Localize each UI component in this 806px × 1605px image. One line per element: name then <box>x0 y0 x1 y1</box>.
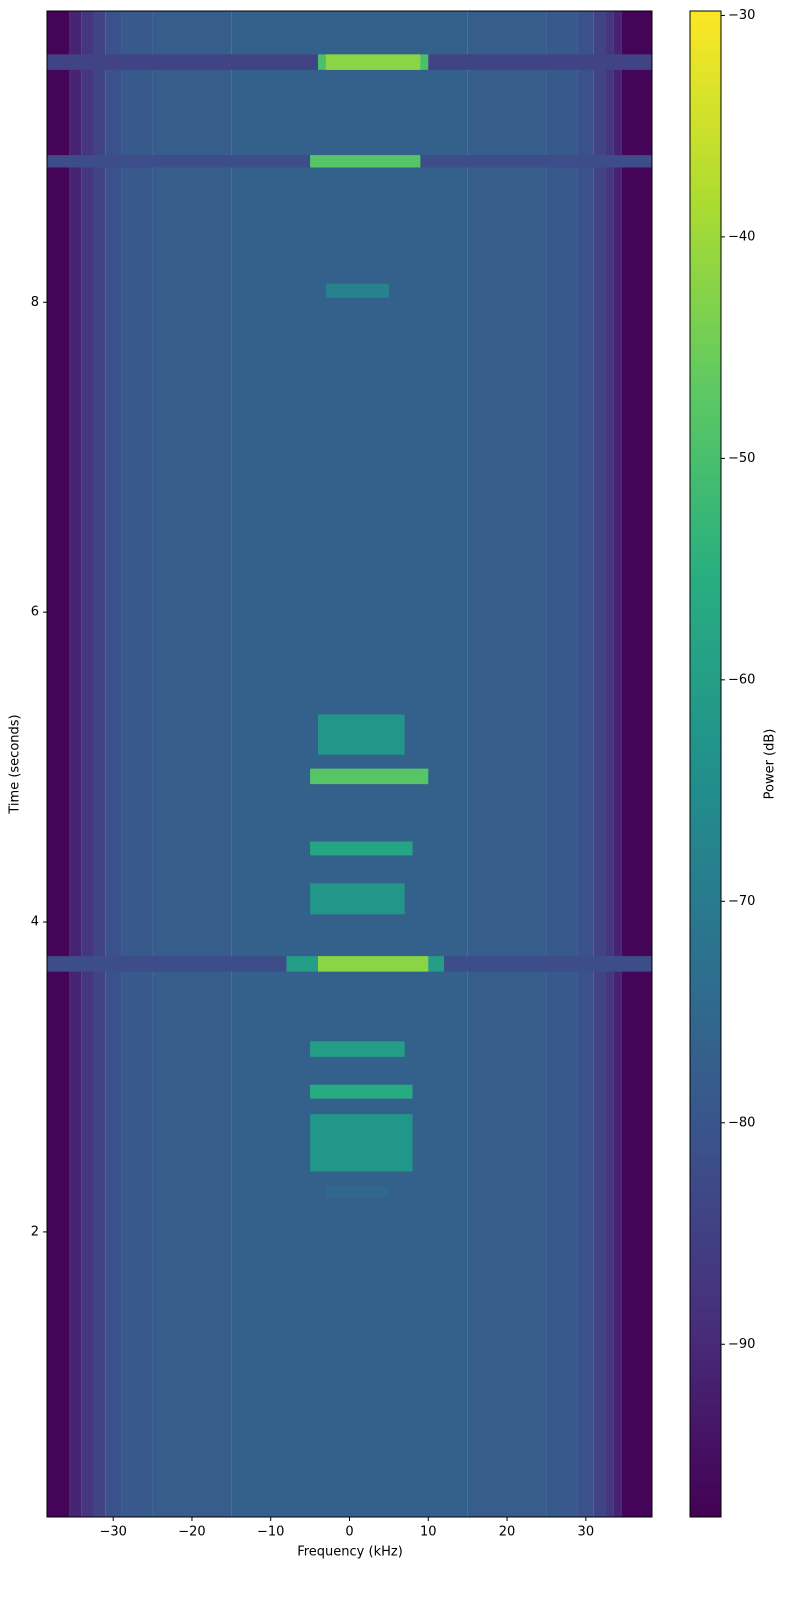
burst <box>310 1041 405 1057</box>
burst <box>325 283 389 298</box>
burst <box>310 841 413 856</box>
colorbar-tick-label: −60 <box>728 672 755 687</box>
spectrum-column <box>467 11 547 1517</box>
x-tick-label: −10 <box>257 1525 284 1540</box>
burst <box>317 714 405 755</box>
spectrum-column <box>613 11 622 1517</box>
spectrum-column <box>93 11 106 1517</box>
burst <box>310 768 429 785</box>
spectrum-column <box>621 11 652 1517</box>
spectrum-column <box>152 11 232 1517</box>
spectrum-column <box>577 11 594 1517</box>
burst <box>325 1186 389 1198</box>
spectrum-column <box>105 11 122 1517</box>
colorbar-tick-label: −30 <box>728 8 755 23</box>
spectrum-column <box>47 11 70 1517</box>
spectrum-column <box>121 11 153 1517</box>
spectrum-column <box>69 11 82 1517</box>
y-tick-label: 6 <box>31 605 39 620</box>
spectrum-column <box>593 11 606 1517</box>
y-tick-label: 8 <box>31 295 39 310</box>
plot-area <box>47 11 652 1517</box>
y-tick-label: 2 <box>31 1224 39 1239</box>
colorbar-tick-label: −90 <box>728 1337 755 1352</box>
spectrum-column <box>546 11 578 1517</box>
colorbar-tick-label: −70 <box>728 894 755 909</box>
x-tick-label: 30 <box>578 1525 595 1540</box>
colorbar-tick-label: −40 <box>728 229 755 244</box>
x-tick-label: −20 <box>178 1525 205 1540</box>
spectrum-column <box>231 11 468 1517</box>
x-tick-label: 20 <box>499 1525 516 1540</box>
spectrum-column <box>605 11 614 1517</box>
x-axis-label: Frequency (kHz) <box>297 1545 403 1560</box>
burst <box>317 956 429 972</box>
colorbar-tick-label: −80 <box>728 1115 755 1130</box>
burst <box>325 54 421 70</box>
x-tick-label: 0 <box>345 1525 353 1540</box>
x-tick-label: −30 <box>99 1525 126 1540</box>
y-axis-label: Time (seconds) <box>8 714 23 814</box>
colorbar <box>689 10 722 1518</box>
burst <box>310 155 421 168</box>
spectrum-column <box>81 11 94 1517</box>
burst <box>310 1114 413 1172</box>
burst <box>310 1084 413 1099</box>
y-tick-label: 4 <box>31 915 39 930</box>
x-tick-label: 10 <box>420 1525 437 1540</box>
colorbar-tick-label: −50 <box>728 451 755 466</box>
burst <box>310 883 405 915</box>
colorbar-label: Power (dB) <box>763 729 778 800</box>
